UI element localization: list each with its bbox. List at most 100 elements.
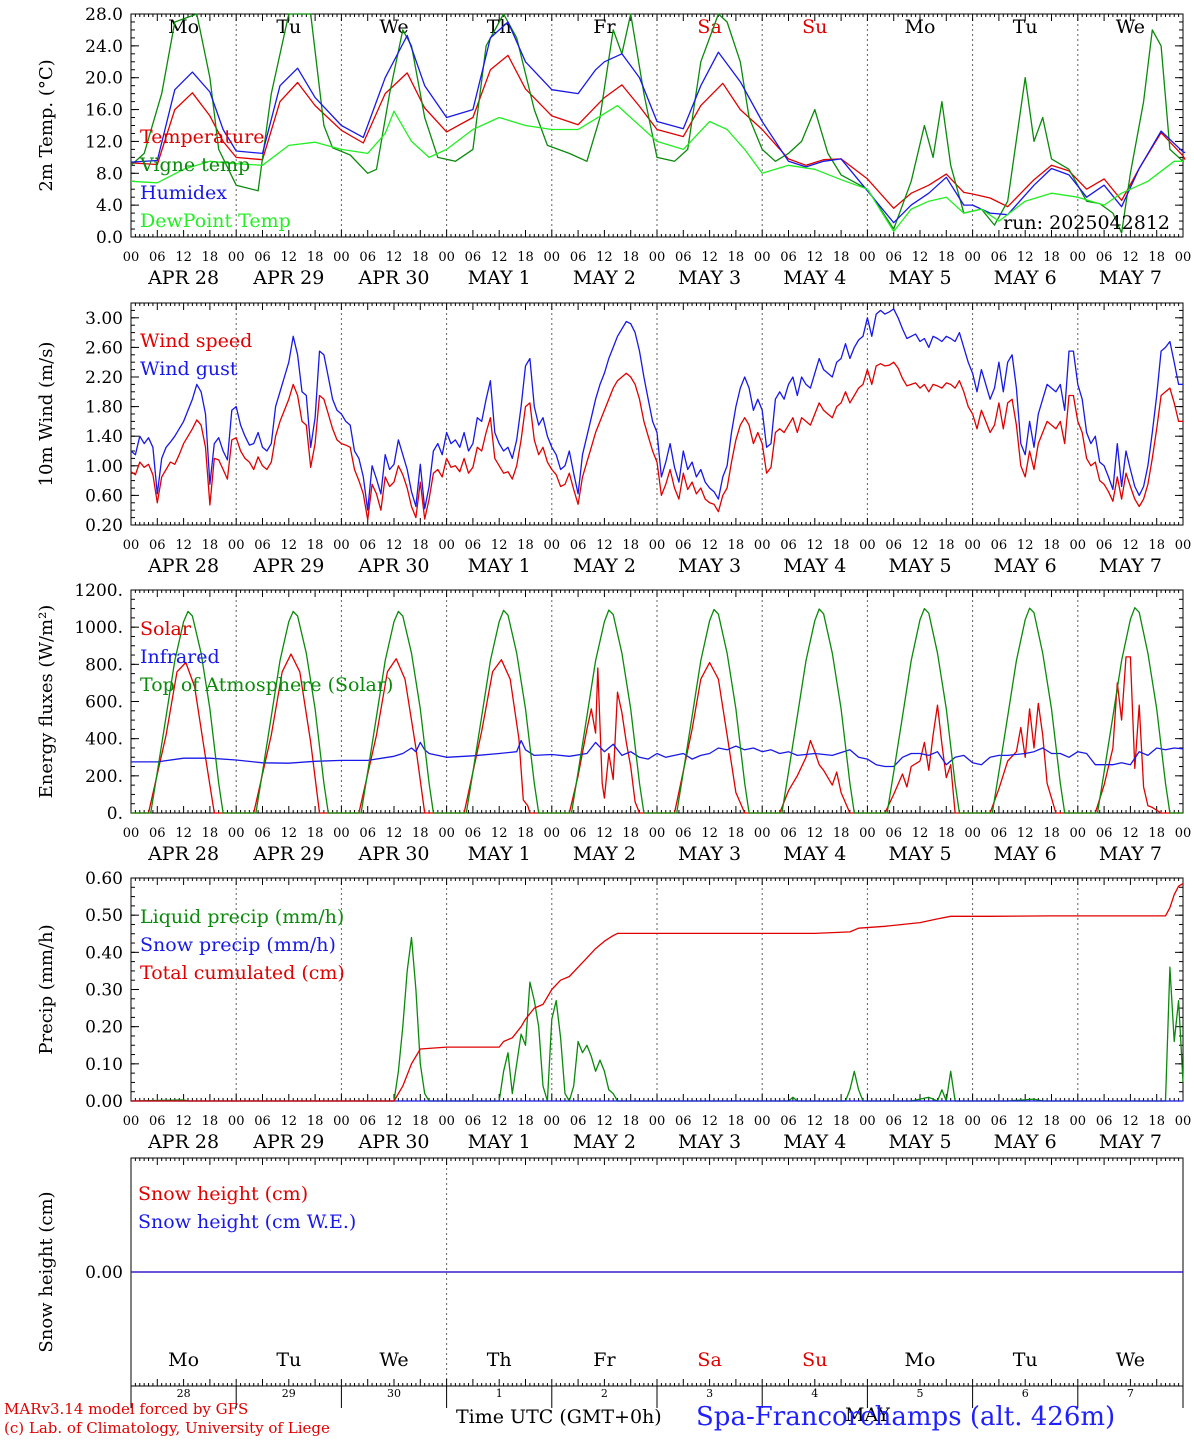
hour-label: 06 [1096,1114,1113,1129]
hour-label: 06 [885,250,902,265]
hour-label: 06 [359,826,376,841]
hour-label: 06 [254,826,271,841]
hour-label: 06 [570,1114,587,1129]
date-label: APR 29 [252,555,324,577]
hour-label: 12 [491,250,508,265]
legend-entry: Snow precip (mm/h) [140,934,336,956]
date-label: MAY 2 [573,1131,636,1153]
date-label: MAY 2 [573,555,636,577]
hour-label: 00 [754,826,771,841]
hour-label: 18 [622,826,639,841]
hour-label: 12 [912,826,929,841]
hour-label: 00 [123,538,140,553]
hour-label: 18 [517,1114,534,1129]
day-of-week-label: Mo [168,1349,199,1371]
date-label: APR 29 [252,1131,324,1153]
hour-label: 18 [728,826,745,841]
panel-wind: 0.20 0.60 1.00 1.40 1.80 2.20 2.60 3.00 10m Wind… [36,302,1191,577]
date-label: MAY 6 [994,1131,1057,1153]
footer-month-label: MAY [845,1404,890,1426]
y-tick-label: 0.00 [85,1263,123,1283]
date-label: MAY 4 [783,267,846,289]
hour-label: 00 [859,826,876,841]
day-of-week-label: Tu [1013,1349,1038,1371]
date-label: APR 30 [357,267,429,289]
day-number-label: 29 [282,1387,296,1400]
hour-label: 00 [754,1114,771,1129]
hour-label: 18 [307,1114,324,1129]
day-number-label: 28 [177,1387,191,1400]
hour-label: 18 [1148,1114,1165,1129]
hour-label: 12 [386,826,403,841]
date-label: MAY 5 [888,267,951,289]
hour-label: 18 [833,538,850,553]
hour-label: 06 [254,538,271,553]
date-label: MAY 6 [994,555,1057,577]
hour-label: 00 [228,250,245,265]
hour-label: 06 [675,250,692,265]
hour-label: 12 [596,250,613,265]
y-tick-label: 0.00 [85,1092,123,1112]
hour-label: 00 [754,538,771,553]
date-label: MAY 7 [1099,267,1162,289]
hour-label: 12 [386,1114,403,1129]
hour-label: 18 [1043,538,1060,553]
y-tick-label: 400. [85,730,123,750]
y-tick-label: 0.10 [85,1055,123,1075]
hour-label: 18 [833,250,850,265]
hour-label: 18 [412,250,429,265]
hour-label: 06 [570,538,587,553]
hour-label: 00 [228,826,245,841]
day-number-label: 7 [1127,1387,1134,1400]
y-tick-label: 0.50 [85,906,123,926]
hour-label: 18 [412,826,429,841]
legend-entry: DewPoint Temp [140,210,291,232]
hour-label: 00 [1070,826,1087,841]
hour-label: 12 [1122,826,1139,841]
footer-site-label: Spa-Francorchamps (alt. 426m) [696,1402,1116,1432]
date-label: MAY 4 [783,555,846,577]
hour-label: 18 [1043,826,1060,841]
series-humidex [130,21,1186,224]
hour-label: 06 [149,538,166,553]
hour-label: 00 [1175,250,1192,265]
date-label: APR 30 [357,1131,429,1153]
hour-label: 00 [544,538,561,553]
date-label: APR 28 [147,555,219,577]
y-tick-label: 8.0 [96,164,123,184]
hour-label: 00 [438,538,455,553]
hour-label: 06 [465,250,482,265]
hour-label: 06 [570,826,587,841]
hour-label: 12 [596,1114,613,1129]
y-tick-label: 0. [107,804,123,824]
y-tick-label: 1200. [74,581,123,601]
date-label: MAY 1 [468,555,531,577]
hour-label: 18 [1043,1114,1060,1129]
hour-label: 12 [701,1114,718,1129]
legend-entry: Solar [140,618,192,640]
hour-label: 18 [622,1114,639,1129]
day-number-label: 3 [706,1387,713,1400]
hour-label: 12 [912,538,929,553]
legend-entry: Total cumulated (cm) [140,962,345,984]
hour-label: 18 [202,1114,219,1129]
hour-label: 06 [149,250,166,265]
y-tick-label: 1.80 [85,398,123,418]
day-of-week-label: Tu [276,16,301,38]
legend-entry: Temperature [140,126,264,148]
hour-label: 18 [307,538,324,553]
hour-label: 06 [675,826,692,841]
hour-label: 06 [780,250,797,265]
day-number-label: 6 [1022,1387,1029,1400]
hour-label: 00 [1070,250,1087,265]
hour-label: 12 [175,538,192,553]
hour-label: 12 [807,538,824,553]
legend-entry: Liquid precip (mm/h) [140,906,344,928]
hour-label: 12 [175,826,192,841]
panel-energy: 0. 200. 400. 600. 800. 1000. 1200. Energy fluxe… [36,581,1191,865]
hour-label: 18 [938,1114,955,1129]
day-of-week-label: Mo [905,1349,936,1371]
legend-entry: Infrared [140,646,220,668]
hour-label: 06 [1096,538,1113,553]
y-tick-label: 200. [85,767,123,787]
